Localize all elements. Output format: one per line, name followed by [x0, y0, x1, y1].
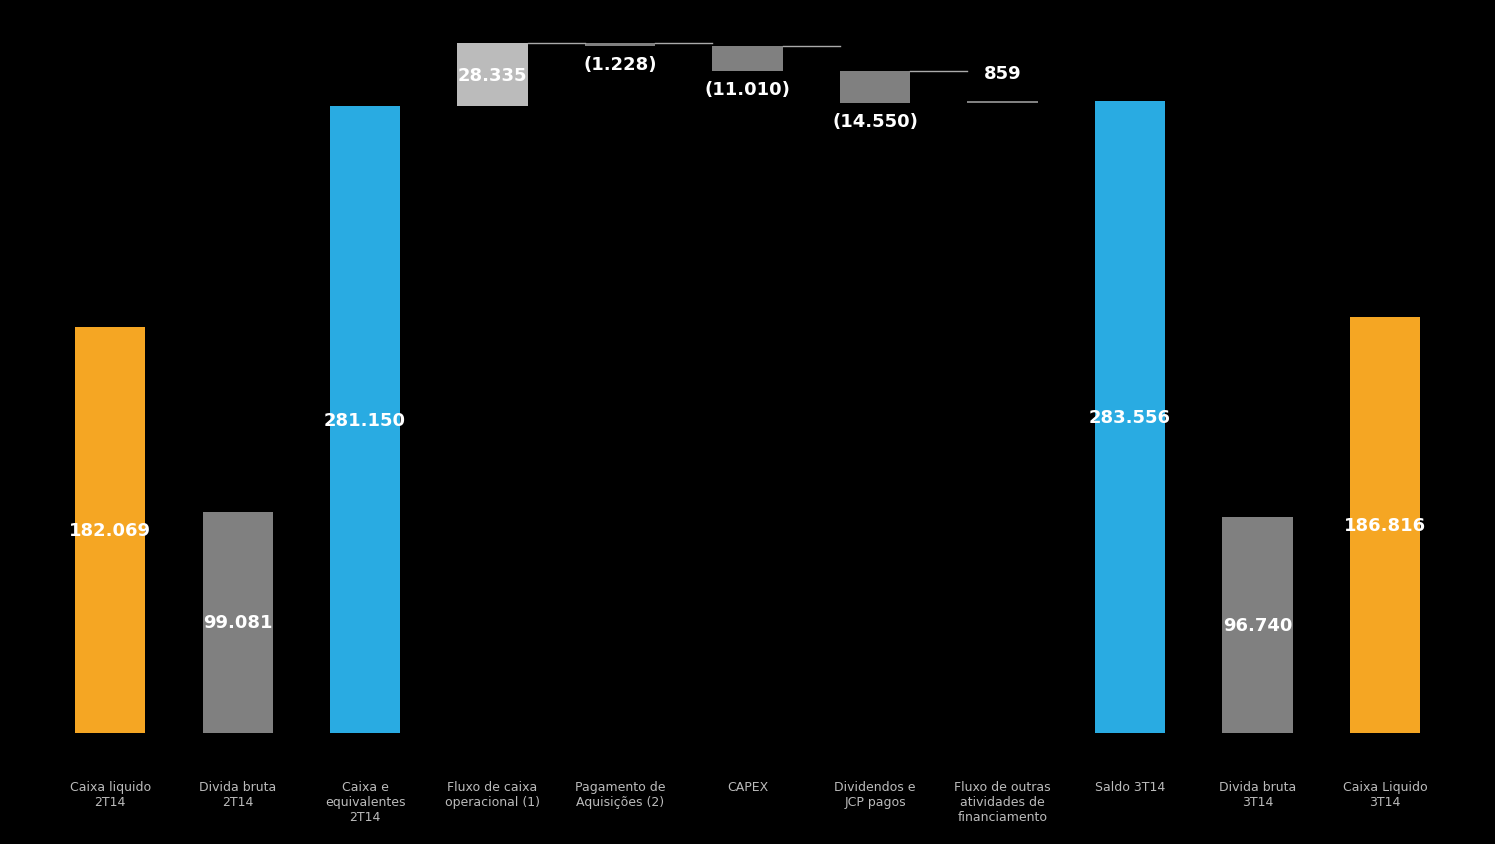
Bar: [202, 512, 272, 733]
Bar: [1223, 517, 1293, 733]
Text: (1.228): (1.228): [583, 57, 656, 74]
Text: 99.081: 99.081: [203, 614, 272, 631]
Text: 28.335: 28.335: [457, 67, 528, 84]
Text: 281.150: 281.150: [324, 411, 407, 429]
Bar: [330, 107, 401, 733]
Bar: [840, 72, 910, 104]
Bar: [1094, 102, 1165, 733]
Bar: [75, 327, 145, 733]
Text: 182.069: 182.069: [69, 522, 151, 539]
Bar: [457, 44, 528, 107]
Bar: [967, 102, 1038, 104]
Text: (11.010): (11.010): [704, 81, 791, 99]
Text: 283.556: 283.556: [1088, 408, 1171, 426]
Text: 859: 859: [984, 65, 1021, 84]
Bar: [585, 44, 655, 47]
Bar: [713, 47, 782, 72]
Text: 186.816: 186.816: [1344, 517, 1426, 534]
Text: (14.550): (14.550): [833, 113, 918, 131]
Text: 96.740: 96.740: [1223, 616, 1292, 635]
Bar: [1350, 317, 1420, 733]
